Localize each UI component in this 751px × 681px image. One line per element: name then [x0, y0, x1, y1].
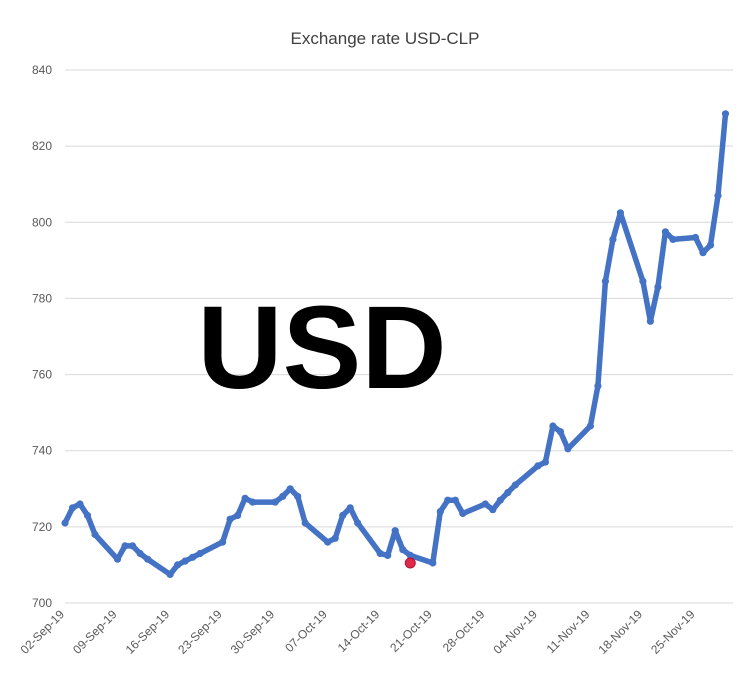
data-point: [646, 317, 655, 325]
data-point: [451, 496, 459, 504]
data-point: [241, 494, 249, 502]
data-point: [234, 511, 242, 519]
data-point: [459, 509, 467, 518]
data-point: [113, 555, 122, 563]
data-point: [354, 519, 362, 527]
data-point: [429, 559, 437, 567]
y-axis-tick-labels: 700 720 740 760 780 800 820 840: [32, 63, 52, 610]
x-tick-label: 04-Nov-19: [490, 607, 540, 657]
data-point: [496, 496, 504, 504]
data-point: [83, 511, 92, 519]
data-point: [68, 504, 77, 512]
data-point: [271, 498, 279, 506]
x-tick-label: 09-Sep-19: [70, 607, 120, 657]
y-tick-label: 760: [32, 368, 52, 382]
x-tick-label: 30-Sep-19: [228, 607, 278, 657]
data-point: [249, 498, 257, 506]
data-point: [279, 492, 287, 500]
data-point: [331, 534, 339, 542]
data-point: [406, 551, 414, 560]
y-tick-label: 740: [32, 444, 52, 458]
x-tick-label: 23-Sep-19: [175, 607, 225, 657]
data-point: [346, 504, 354, 512]
data-point: [61, 519, 69, 527]
data-point: [609, 235, 617, 243]
data-point: [721, 110, 730, 118]
data-point: [129, 542, 137, 550]
x-tick-label: 18-Nov-19: [596, 607, 646, 657]
data-point: [691, 233, 700, 242]
data-point: [669, 235, 677, 243]
x-tick-label: 25-Nov-19: [648, 607, 698, 657]
data-point: [294, 492, 302, 500]
data-point: [489, 506, 497, 514]
data-point: [384, 551, 392, 560]
data-point: [586, 422, 595, 430]
data-point: [166, 570, 174, 579]
series-layer: [61, 110, 730, 579]
y-tick-label: 700: [32, 596, 52, 610]
data-point: [541, 458, 550, 466]
x-tick-label: 21-Oct-19: [387, 607, 435, 655]
data-point: [511, 481, 519, 489]
data-point: [339, 511, 347, 519]
y-tick-label: 820: [32, 139, 52, 153]
data-point: [616, 209, 625, 217]
data-point: [399, 546, 407, 554]
data-point: [481, 500, 489, 508]
data-point: [444, 496, 452, 504]
x-tick-label: 28-Oct-19: [440, 607, 488, 655]
data-point: [654, 283, 662, 291]
data-point: [181, 557, 189, 565]
x-tick-label: 07-Oct-19: [282, 607, 330, 655]
x-tick-label: 11-Nov-19: [544, 607, 593, 656]
data-point: [219, 538, 227, 546]
data-point: [196, 549, 204, 558]
data-point: [564, 445, 572, 453]
data-point: [136, 549, 144, 558]
data-point: [324, 538, 332, 546]
data-point: [301, 519, 309, 527]
data-point: [436, 508, 444, 516]
data-point: [144, 555, 152, 563]
data-point: [639, 277, 647, 285]
data-point: [121, 542, 129, 550]
data-point: [91, 530, 99, 539]
y-tick-label: 840: [32, 63, 52, 77]
gridlines: [65, 69, 733, 604]
data-point: [594, 382, 602, 390]
y-tick-label: 720: [32, 520, 52, 534]
y-tick-label: 780: [32, 291, 52, 305]
data-point: [504, 489, 512, 497]
data-point: [76, 500, 84, 508]
x-axis-tick-labels: 02-Sep-19 09-Sep-19 16-Sep-19 23-Sep-19 30-S…: [18, 607, 698, 657]
data-point: [714, 192, 722, 200]
data-point: [376, 549, 384, 558]
highlight-point: [404, 557, 416, 569]
data-point: [556, 428, 565, 436]
data-point: [661, 228, 670, 236]
data-point: [226, 515, 234, 523]
data-point: [391, 527, 399, 535]
data-point: [189, 553, 197, 561]
data-point: [549, 422, 557, 430]
data-point: [534, 462, 542, 470]
x-tick-label: 14-Oct-19: [335, 607, 383, 655]
y-tick-label: 800: [32, 215, 52, 229]
x-tick-label: 16-Sep-19: [123, 607, 173, 657]
usd-overlay-text: USD: [197, 282, 446, 414]
chart-title: Exchange rate USD-CLP: [291, 29, 480, 48]
data-point: [286, 485, 294, 493]
x-tick-label: 02-Sep-19: [18, 607, 68, 657]
data-point: [601, 277, 610, 285]
data-point: [174, 561, 182, 569]
data-point: [699, 249, 707, 257]
data-point: [706, 241, 715, 249]
